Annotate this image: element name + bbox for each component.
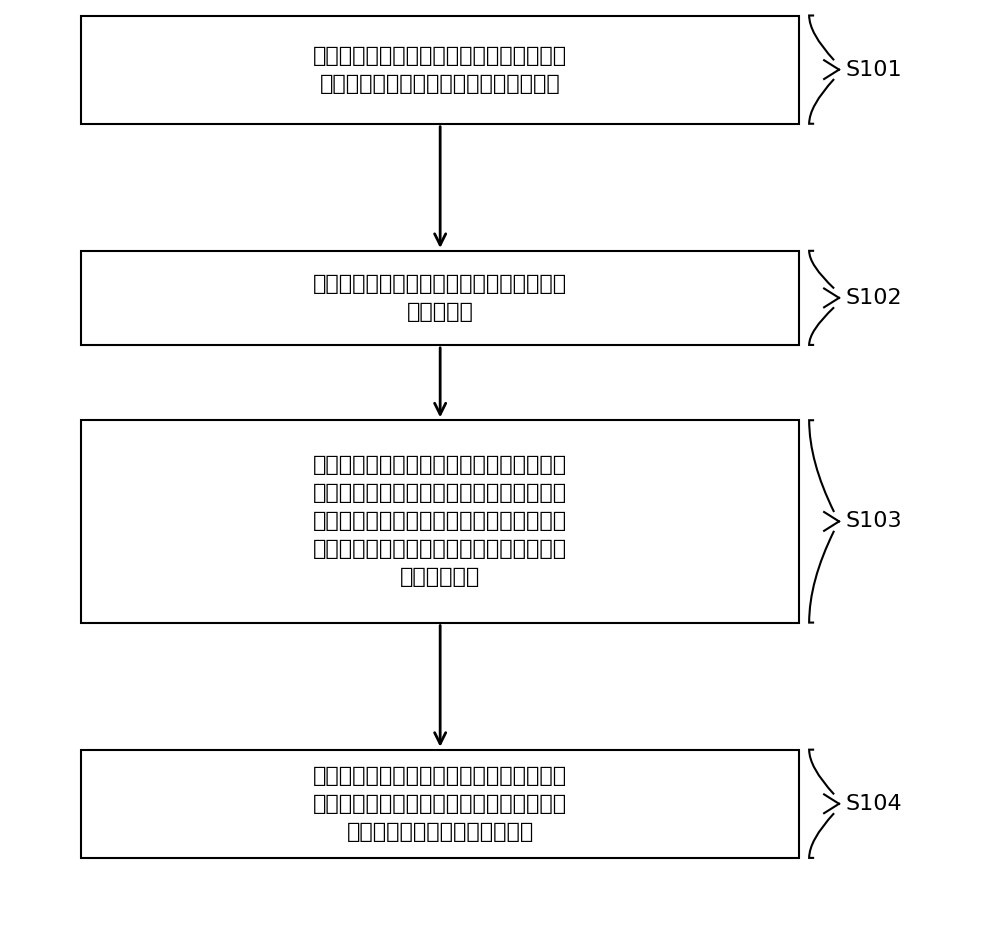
Text: S101: S101: [846, 59, 902, 79]
Text: 基于所述多元负荷模型，按照预先设定的数
量构建不同场景，并将所述待规划配电网的
架构信息和分布式光伏接入节点信息输入到
所述不同场景所对应的多元负荷模型，生成
: 基于所述多元负荷模型，按照预先设定的数 量构建不同场景，并将所述待规划配电网的 …: [313, 455, 567, 587]
Text: 根据所述多元负荷资源的特性信息，构建多
元负荷模型: 根据所述多元负荷资源的特性信息，构建多 元负荷模型: [313, 274, 567, 322]
Text: S102: S102: [846, 288, 902, 308]
FancyBboxPatch shape: [81, 750, 799, 858]
Text: 基于粒子群算法和所述多元负荷系数，结合
预设的多重约束条件，计算得到各节点及全
系统的分布式光伏最佳装机容量: 基于粒子群算法和所述多元负荷系数，结合 预设的多重约束条件，计算得到各节点及全 …: [313, 766, 567, 842]
FancyBboxPatch shape: [81, 251, 799, 345]
FancyBboxPatch shape: [81, 15, 799, 124]
Text: S104: S104: [846, 794, 902, 814]
Text: S103: S103: [846, 512, 902, 531]
Text: 获取多元负荷资源的特性信息、待规划配电
网的架构信息和分布式光伏接入节点信息: 获取多元负荷资源的特性信息、待规划配电 网的架构信息和分布式光伏接入节点信息: [313, 45, 567, 93]
FancyBboxPatch shape: [81, 420, 799, 623]
